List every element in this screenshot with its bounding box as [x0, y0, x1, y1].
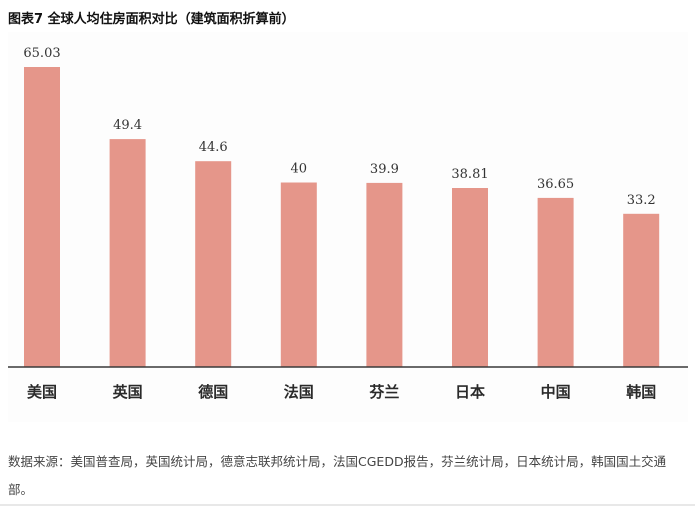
category-label-1: 英国	[113, 383, 143, 401]
value-label-7: 33.2	[627, 193, 656, 208]
category-label-5: 日本	[455, 383, 485, 401]
bar-7	[623, 213, 660, 367]
bottom-divider	[0, 504, 695, 506]
chart-area: 65.03 美国 49.4 英国 44.6 德国 40 法国 39.9 芬兰 38.81 日本 36.6…	[8, 32, 688, 422]
chart-title: 图表7 全球人均住房面积对比（建筑面积折算前）	[8, 12, 295, 27]
value-label-1: 49.4	[113, 118, 142, 133]
category-label-4: 芬兰	[369, 383, 399, 401]
value-label-6: 36.65	[537, 177, 574, 192]
bar-5	[452, 188, 488, 367]
bar-2	[195, 161, 232, 367]
source-note: 数据来源：美国普查局，英国统计局，德意志联邦统计局，法国CGEDD报告，芬兰统计…	[8, 454, 667, 497]
value-label-0: 65.03	[23, 46, 60, 61]
value-label-3: 40	[291, 162, 308, 177]
category-label-2: 德国	[198, 383, 228, 401]
bar-0	[24, 67, 60, 367]
bar-chart: 65.03 美国 49.4 英国 44.6 德国 40 法国 39.9 芬兰 38.81 日本 36.6…	[8, 32, 688, 422]
bar-3	[280, 182, 317, 367]
bar-6	[537, 197, 574, 367]
category-label-3: 法国	[284, 383, 314, 401]
category-label-6: 中国	[541, 383, 571, 401]
value-label-4: 39.9	[370, 162, 399, 177]
value-label-5: 38.81	[451, 167, 488, 182]
bar-4	[366, 182, 403, 367]
value-label-2: 44.6	[199, 140, 228, 155]
category-label-0: 美国	[27, 383, 57, 401]
bar-1	[109, 139, 146, 367]
category-label-7: 韩国	[626, 383, 656, 401]
